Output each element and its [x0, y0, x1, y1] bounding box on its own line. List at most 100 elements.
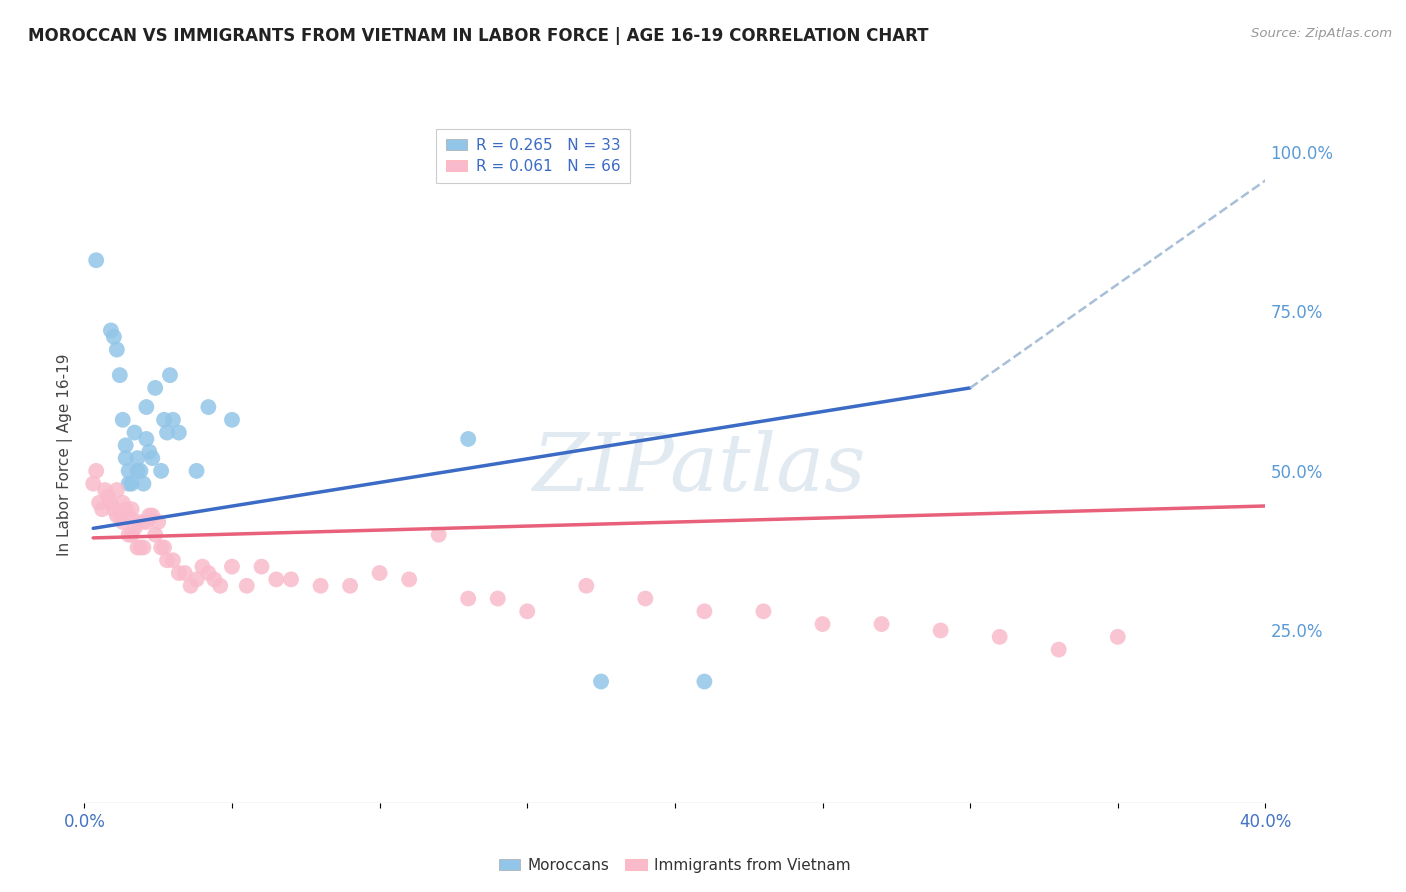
Point: [114, 438, 136, 452]
Point: [103, 330, 125, 344]
Point: [135, 515, 157, 529]
Point: [368, 566, 391, 580]
Y-axis label: In Labor Force | Age 16-19: In Labor Force | Age 16-19: [58, 353, 73, 557]
Point: [118, 527, 141, 541]
Point: [148, 515, 170, 529]
Point: [693, 674, 716, 689]
Point: [167, 425, 190, 440]
Point: [135, 432, 157, 446]
Text: Source: ZipAtlas.com: Source: ZipAtlas.com: [1251, 27, 1392, 40]
Point: [118, 508, 141, 523]
Point: [929, 624, 952, 638]
Point: [127, 451, 149, 466]
Point: [221, 559, 243, 574]
Point: [141, 451, 163, 466]
Point: [150, 541, 173, 555]
Point: [236, 579, 259, 593]
Point: [634, 591, 657, 606]
Point: [173, 566, 195, 580]
Text: MOROCCAN VS IMMIGRANTS FROM VIETNAM IN LABOR FORCE | AGE 16-19 CORRELATION CHART: MOROCCAN VS IMMIGRANTS FROM VIETNAM IN L…: [28, 27, 928, 45]
Point: [591, 674, 613, 689]
Point: [575, 579, 598, 593]
Point: [127, 515, 149, 529]
Point: [100, 496, 122, 510]
Point: [339, 579, 361, 593]
Point: [121, 527, 143, 541]
Point: [221, 413, 243, 427]
Point: [516, 604, 538, 618]
Point: [105, 508, 128, 523]
Point: [100, 323, 122, 337]
Legend: Moroccans, Immigrants from Vietnam: Moroccans, Immigrants from Vietnam: [494, 852, 856, 879]
Point: [427, 527, 450, 541]
Point: [811, 617, 834, 632]
Point: [132, 515, 155, 529]
Point: [398, 573, 420, 587]
Point: [191, 559, 214, 574]
Point: [114, 451, 136, 466]
Point: [108, 508, 131, 523]
Point: [82, 476, 104, 491]
Point: [138, 444, 160, 458]
Point: [197, 566, 219, 580]
Point: [105, 343, 128, 357]
Point: [156, 425, 179, 440]
Point: [111, 413, 134, 427]
Point: [84, 464, 107, 478]
Point: [264, 573, 288, 587]
Point: [150, 464, 173, 478]
Point: [752, 604, 775, 618]
Point: [135, 400, 157, 414]
Point: [156, 553, 179, 567]
Point: [121, 502, 143, 516]
Point: [143, 527, 166, 541]
Point: [153, 541, 176, 555]
Point: [209, 579, 232, 593]
Point: [162, 413, 184, 427]
Point: [280, 573, 302, 587]
Point: [91, 502, 114, 516]
Point: [143, 381, 166, 395]
Point: [118, 476, 141, 491]
Point: [94, 483, 117, 497]
Point: [167, 566, 190, 580]
Point: [97, 490, 120, 504]
Point: [118, 464, 141, 478]
Point: [114, 502, 136, 516]
Point: [1107, 630, 1129, 644]
Point: [103, 502, 125, 516]
Point: [108, 368, 131, 383]
Point: [693, 604, 716, 618]
Point: [186, 573, 208, 587]
Point: [202, 573, 225, 587]
Point: [870, 617, 893, 632]
Point: [111, 515, 134, 529]
Point: [457, 591, 479, 606]
Point: [141, 508, 163, 523]
Point: [250, 559, 273, 574]
Point: [309, 579, 332, 593]
Point: [111, 496, 134, 510]
Point: [159, 368, 181, 383]
Point: [153, 413, 176, 427]
Point: [138, 508, 160, 523]
Point: [1047, 642, 1070, 657]
Point: [129, 464, 152, 478]
Point: [121, 476, 143, 491]
Point: [186, 464, 208, 478]
Point: [132, 541, 155, 555]
Point: [127, 464, 149, 478]
Point: [162, 553, 184, 567]
Point: [132, 476, 155, 491]
Point: [180, 579, 202, 593]
Point: [89, 496, 111, 510]
Point: [129, 541, 152, 555]
Point: [197, 400, 219, 414]
Text: ZIPatlas: ZIPatlas: [531, 430, 865, 508]
Point: [127, 541, 149, 555]
Point: [988, 630, 1011, 644]
Point: [105, 483, 128, 497]
Point: [486, 591, 509, 606]
Point: [84, 253, 107, 268]
Point: [124, 425, 146, 440]
